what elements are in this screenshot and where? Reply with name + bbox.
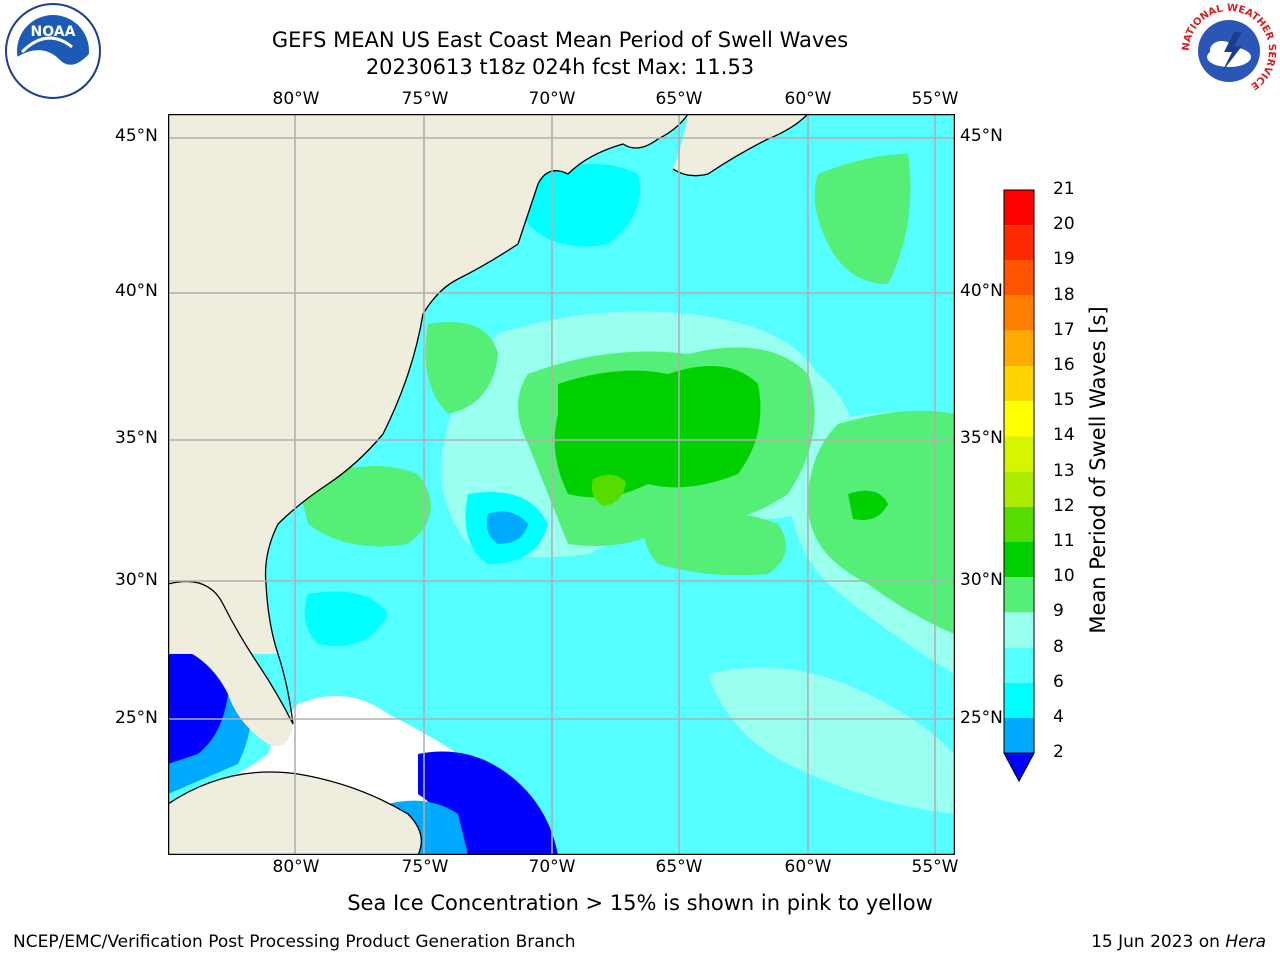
colorbar-swatch	[1004, 471, 1034, 507]
coastline	[167, 771, 422, 856]
colorbar-swatch	[1004, 260, 1034, 296]
colorbar-swatch	[1004, 366, 1034, 402]
lat-label-right: 40°N	[960, 281, 1003, 301]
land-nova-scotia	[673, 114, 808, 176]
land-north-america	[168, 114, 688, 654]
map-panel	[167, 113, 956, 859]
chart-title: GEFS MEAN US East Coast Mean Period of S…	[271, 28, 849, 52]
colorbar-tick-label: 17	[1053, 319, 1075, 340]
colorbar-swatch	[1004, 506, 1034, 542]
colorbar-title: Mean Period of Swell Waves [s]	[1086, 306, 1110, 634]
footer-date: 15 Jun 2023 on Hera	[1091, 932, 1266, 952]
swell-period-map	[167, 113, 956, 856]
colorbar-tick-label: 21	[1053, 179, 1075, 199]
coastline	[264, 113, 689, 725]
colorbar-tick-label: 18	[1053, 284, 1075, 305]
swell-zone-4-6	[304, 591, 388, 646]
noaa-logo: NOAA	[2, 2, 104, 104]
lat-label-left: 30°N	[115, 570, 158, 590]
colorbar-tick-label: 12	[1053, 495, 1075, 516]
colorbar-swatch	[1004, 225, 1034, 261]
colorbar-swatch	[1004, 577, 1034, 613]
colorbar-tick-label: 14	[1053, 425, 1075, 446]
lon-label-top: 80°W	[272, 89, 320, 109]
colorbar-tick-label: 20	[1053, 214, 1075, 235]
lat-label-left: 45°N	[115, 126, 158, 146]
colorbar-swatch	[1004, 542, 1034, 578]
colorbar-extend-arrow	[1003, 752, 1035, 783]
colorbar-swatch	[1004, 612, 1034, 648]
coastline	[672, 113, 809, 177]
colorbar-tick-label: 6	[1053, 671, 1064, 692]
coastline	[167, 580, 294, 725]
swell-zone-9-10	[814, 154, 911, 284]
colorbar-swatch	[1004, 647, 1034, 683]
noaa-logo-text: NOAA	[31, 24, 76, 40]
lon-label-bottom: 75°W	[401, 857, 449, 877]
colorbar-swatches	[1003, 189, 1035, 783]
chart-subtitle: 20230613 t18z 024h fcst Max: 11.53	[365, 55, 755, 79]
swell-zone-4-6	[524, 164, 640, 247]
lat-label-left: 40°N	[115, 281, 158, 301]
footer-credit: NCEP/EMC/Verification Post Processing Pr…	[13, 932, 576, 952]
lat-label-right: 35°N	[960, 428, 1003, 448]
colorbar-tick-label: 16	[1053, 355, 1075, 375]
colorbar-swatch	[1004, 330, 1034, 366]
colorbar-tick-label: 11	[1053, 531, 1075, 551]
colorbar-swatch	[1004, 401, 1034, 437]
swell-zone-2-4	[486, 511, 528, 544]
lon-label-top: 65°W	[655, 89, 703, 109]
colorbar-tick-label: 13	[1053, 460, 1075, 481]
lat-label-right: 30°N	[960, 570, 1003, 590]
land-florida	[168, 581, 293, 747]
lon-label-top: 60°W	[784, 89, 832, 109]
graticule	[168, 114, 955, 855]
swell-zone-11-12	[591, 474, 626, 506]
colorbar-swatch	[1004, 436, 1034, 472]
map-frame	[167, 113, 956, 856]
lon-label-bottom: 55°W	[911, 857, 959, 877]
lat-label-left: 35°N	[115, 428, 158, 448]
colorbar-swatch	[1004, 295, 1034, 331]
swell-zone-9-10	[808, 410, 954, 634]
colorbar-tick-label: 9	[1053, 601, 1064, 622]
lon-label-top: 70°W	[528, 89, 576, 109]
colorbar	[1003, 188, 1037, 788]
swell-zone-10-11	[554, 366, 761, 498]
colorbar-swatch	[1004, 718, 1034, 754]
colorbar-swatch	[1004, 190, 1034, 226]
sea-ice-note-text: Sea Ice Concentration > 15% is shown in …	[347, 891, 933, 915]
colorbar-swatch	[1004, 682, 1034, 718]
colorbar-tick-label: 10	[1053, 566, 1075, 587]
lat-label-right: 25°N	[960, 708, 1003, 728]
lat-label-right: 45°N	[960, 126, 1003, 146]
swell-zone-9-10	[298, 466, 431, 547]
colorbar-tick-label: 4	[1053, 707, 1064, 727]
colorbar-tick-label: 2	[1053, 742, 1064, 763]
nws-logo: NATIONAL WEATHER SERVICE	[1180, 2, 1278, 104]
swell-zone-8-9	[708, 667, 954, 814]
colorbar-tick-label: 15	[1053, 390, 1075, 411]
colorbar-tick-label: 19	[1053, 249, 1075, 270]
footer-date-text: 15 Jun 2023 on	[1091, 932, 1226, 952]
sea-ice-note: Sea Ice Concentration > 15% is shown in …	[0, 891, 1280, 915]
lat-label-left: 25°N	[115, 708, 158, 728]
lon-label-bottom: 65°W	[655, 857, 703, 877]
lon-label-bottom: 80°W	[272, 857, 320, 877]
footer-machine: Hera	[1225, 932, 1266, 952]
swell-zone-9-10	[644, 510, 786, 576]
swell-zone-9-10	[425, 322, 498, 414]
lon-label-top: 75°W	[401, 89, 449, 109]
lon-label-bottom: 70°W	[528, 857, 576, 877]
swell-zone-10-11	[848, 490, 888, 520]
colorbar-frame	[1003, 189, 1035, 754]
lon-label-bottom: 60°W	[784, 857, 832, 877]
colorbar-tick-label: 8	[1053, 636, 1064, 657]
lon-label-top: 55°W	[911, 89, 959, 109]
